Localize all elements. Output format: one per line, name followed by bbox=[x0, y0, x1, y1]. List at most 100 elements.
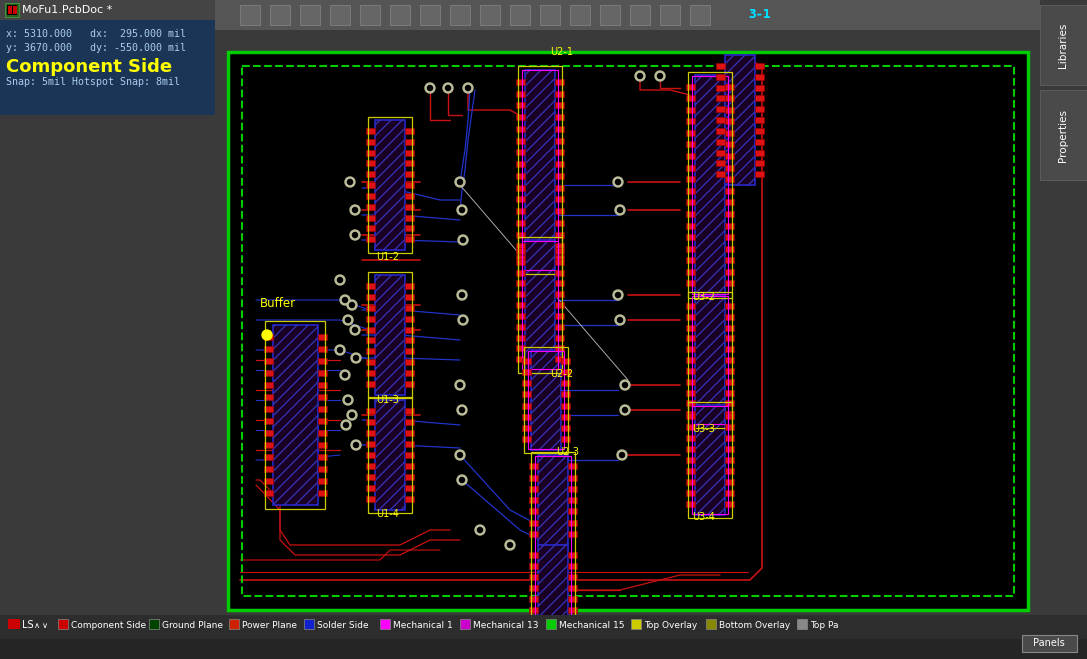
Bar bbox=[522, 414, 532, 420]
Bar bbox=[716, 63, 725, 69]
Bar bbox=[366, 214, 375, 221]
Bar bbox=[366, 370, 375, 376]
Circle shape bbox=[460, 208, 464, 212]
Bar bbox=[405, 370, 414, 376]
Bar bbox=[725, 424, 734, 430]
Bar bbox=[368, 397, 412, 513]
Bar bbox=[273, 325, 317, 505]
Circle shape bbox=[477, 527, 483, 532]
Text: ∧: ∧ bbox=[34, 621, 40, 629]
Bar bbox=[366, 381, 375, 387]
Bar bbox=[529, 585, 538, 591]
Circle shape bbox=[353, 355, 359, 360]
Bar bbox=[555, 196, 564, 202]
Bar bbox=[716, 117, 725, 123]
Bar bbox=[366, 359, 375, 365]
Bar bbox=[1040, 0, 1087, 659]
Bar bbox=[725, 176, 734, 182]
Circle shape bbox=[353, 442, 359, 447]
Bar bbox=[532, 452, 575, 652]
Circle shape bbox=[461, 318, 465, 322]
Bar bbox=[716, 128, 725, 134]
Bar bbox=[0, 639, 1087, 659]
Circle shape bbox=[620, 453, 625, 457]
Bar bbox=[516, 102, 525, 108]
Bar bbox=[228, 52, 1028, 610]
Bar bbox=[569, 486, 577, 492]
Bar bbox=[366, 463, 375, 469]
Circle shape bbox=[340, 295, 350, 305]
Bar bbox=[405, 225, 414, 231]
Bar bbox=[686, 142, 695, 148]
Bar bbox=[420, 5, 440, 25]
Bar bbox=[529, 552, 538, 558]
Bar bbox=[538, 455, 569, 545]
Bar bbox=[242, 66, 1014, 596]
Bar bbox=[716, 84, 725, 90]
Text: U1-4: U1-4 bbox=[376, 509, 399, 519]
Bar bbox=[529, 474, 538, 480]
Bar bbox=[538, 545, 569, 645]
Bar bbox=[725, 200, 734, 206]
Bar bbox=[725, 234, 734, 240]
Bar bbox=[366, 349, 375, 355]
Bar bbox=[570, 5, 590, 25]
Bar bbox=[725, 95, 734, 101]
Text: 3-1: 3-1 bbox=[748, 9, 771, 22]
Bar bbox=[686, 95, 695, 101]
Bar bbox=[0, 115, 215, 615]
Bar bbox=[660, 5, 680, 25]
Bar bbox=[366, 474, 375, 480]
Bar bbox=[686, 223, 695, 229]
Bar bbox=[569, 508, 577, 514]
Bar bbox=[263, 382, 273, 388]
Bar bbox=[405, 283, 414, 289]
Bar bbox=[725, 303, 734, 309]
Text: Component Side: Component Side bbox=[71, 621, 146, 629]
Bar bbox=[0, 0, 215, 20]
Bar bbox=[375, 275, 405, 395]
Text: Panels: Panels bbox=[1033, 638, 1065, 648]
Circle shape bbox=[347, 410, 357, 420]
Bar bbox=[522, 369, 532, 375]
Bar bbox=[366, 294, 375, 300]
Bar bbox=[686, 84, 695, 90]
Bar bbox=[5, 3, 18, 17]
Bar bbox=[725, 119, 734, 125]
Bar bbox=[529, 497, 538, 503]
Bar bbox=[405, 474, 414, 480]
Bar bbox=[686, 346, 695, 352]
Bar bbox=[555, 259, 564, 265]
Bar bbox=[516, 161, 525, 167]
Bar bbox=[366, 150, 375, 156]
Bar bbox=[317, 358, 326, 364]
Bar bbox=[516, 232, 525, 238]
Bar bbox=[686, 130, 695, 136]
Bar bbox=[529, 563, 538, 569]
Bar bbox=[686, 368, 695, 374]
Bar bbox=[686, 379, 695, 385]
Bar bbox=[516, 126, 525, 132]
Bar bbox=[0, 20, 215, 115]
Bar bbox=[516, 345, 525, 351]
Bar bbox=[755, 138, 764, 145]
Bar bbox=[695, 295, 725, 425]
Bar bbox=[405, 193, 414, 199]
Bar bbox=[368, 272, 412, 398]
Bar bbox=[522, 70, 558, 270]
Text: Mechanical 15: Mechanical 15 bbox=[559, 621, 624, 629]
Bar bbox=[529, 618, 538, 624]
Text: U3-2: U3-2 bbox=[692, 292, 715, 302]
Bar bbox=[366, 182, 375, 188]
Bar bbox=[317, 406, 326, 412]
Bar bbox=[317, 382, 326, 388]
Bar bbox=[686, 335, 695, 341]
Bar bbox=[529, 596, 538, 602]
Circle shape bbox=[620, 405, 630, 415]
Bar bbox=[532, 350, 561, 450]
Bar bbox=[366, 128, 375, 134]
Text: Top Pa: Top Pa bbox=[810, 621, 839, 629]
Bar bbox=[686, 234, 695, 240]
Circle shape bbox=[458, 453, 462, 457]
Bar bbox=[516, 208, 525, 214]
